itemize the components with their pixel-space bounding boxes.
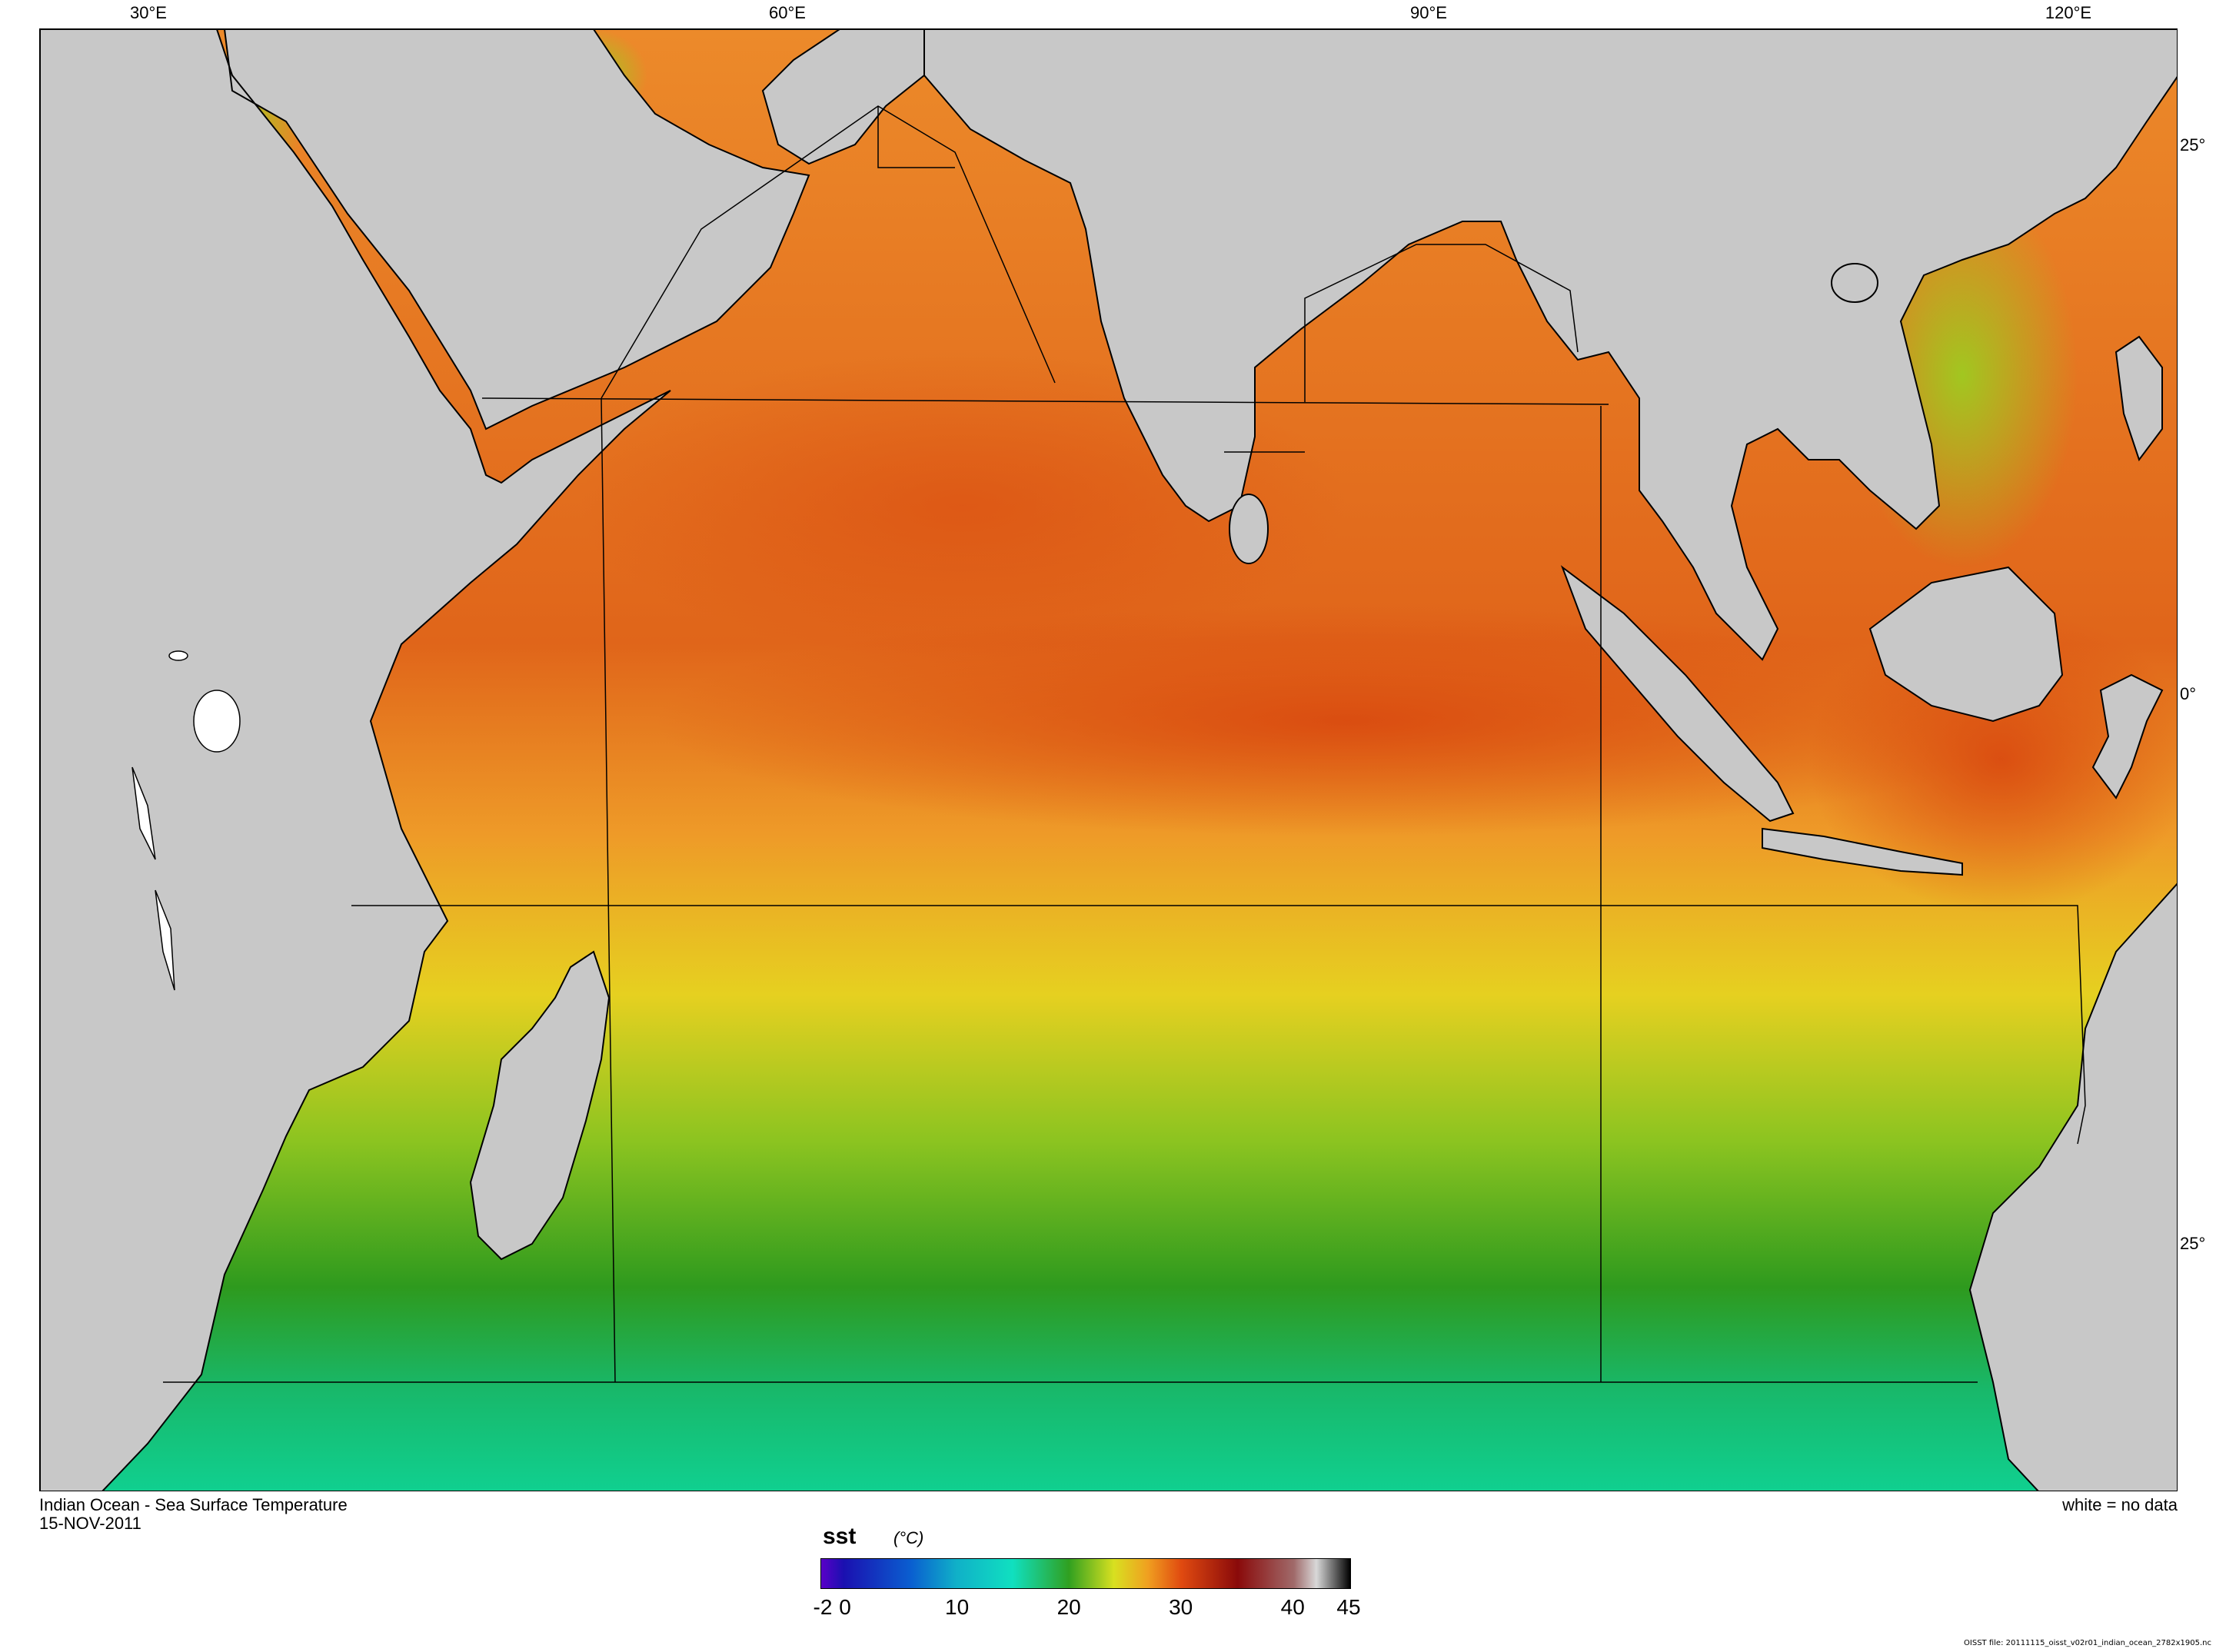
colorbar-tick-3: 20 bbox=[1056, 1595, 1081, 1619]
map-date: 15-NOV-2011 bbox=[39, 1514, 141, 1533]
colorbar-tick-0: -2 bbox=[813, 1595, 833, 1619]
map-title: Indian Ocean - Sea Surface Temperature bbox=[39, 1495, 348, 1514]
philippines bbox=[2115, 335, 2163, 462]
lon-label-60e: 60°E bbox=[769, 3, 806, 22]
africa-arabia-land bbox=[40, 29, 925, 1491]
lat-label-25s: 25° bbox=[2180, 1234, 2206, 1253]
colorbar-tick-5: 40 bbox=[1280, 1595, 1305, 1619]
lon-label-120e: 120°E bbox=[2045, 3, 2092, 22]
colorbar-variable: sst bbox=[823, 1524, 857, 1549]
lon-label-30e: 30°E bbox=[130, 3, 167, 22]
colorbar-tick-4: 30 bbox=[1169, 1595, 1193, 1619]
colorbar-tick-6: 45 bbox=[1336, 1595, 1361, 1619]
region-boundaries bbox=[163, 105, 2086, 1383]
sumatra bbox=[1560, 565, 1795, 823]
borneo bbox=[1868, 566, 2064, 723]
australia bbox=[1968, 883, 2177, 1491]
lon-label-90e: 90°E bbox=[1410, 3, 1447, 22]
lat-label-0: 0° bbox=[2180, 684, 2197, 703]
land bbox=[40, 29, 2177, 1491]
no-data-note: white = no data bbox=[2062, 1495, 2178, 1514]
equatorial-warm-pool bbox=[655, 606, 2039, 836]
sst-colorbar bbox=[820, 1558, 1351, 1589]
source-file-note: OISST file: 20111115_oisst_v02r01_indian… bbox=[1964, 1639, 2211, 1647]
colorbar-tick-2: 10 bbox=[945, 1595, 970, 1619]
sulawesi bbox=[2091, 673, 2164, 799]
hainan bbox=[1831, 263, 1878, 303]
sst-map bbox=[39, 28, 2178, 1491]
sri-lanka bbox=[1229, 494, 1269, 564]
colorbar-units: (°C) bbox=[893, 1528, 924, 1547]
lat-label-25n: 25° bbox=[2180, 135, 2206, 155]
java bbox=[1762, 827, 1963, 876]
colorbar-tick-1: 0 bbox=[839, 1595, 851, 1619]
madagascar bbox=[469, 950, 611, 1261]
no-data-areas bbox=[131, 650, 241, 991]
sst-map-canvas bbox=[40, 29, 2177, 1491]
